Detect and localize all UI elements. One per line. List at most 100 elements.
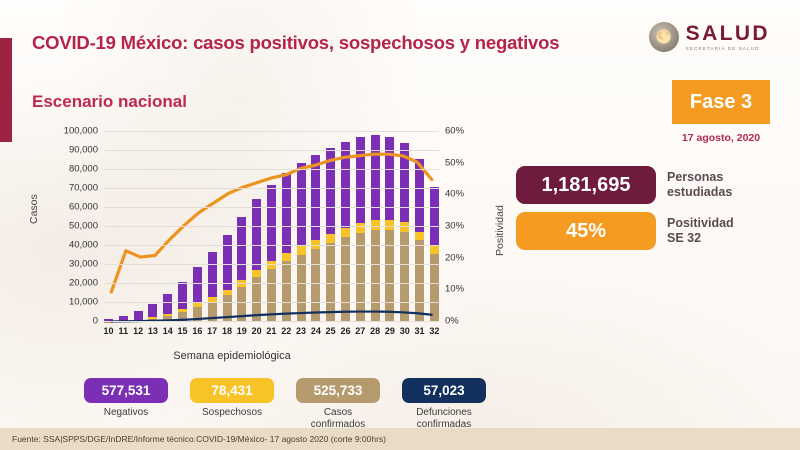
bar-segment: [429, 246, 439, 254]
stat-caption: Personas estudiadas: [667, 170, 733, 199]
bar-segment: [326, 243, 336, 322]
page-subtitle: Escenario nacional: [32, 92, 187, 111]
bar-segment: [296, 163, 306, 246]
bar-segment: [370, 220, 380, 230]
bar-segment: [341, 237, 350, 322]
bar-column[interactable]: 26: [340, 132, 351, 336]
source-text: Fuente: SSA|SPPS/DGE/InDRE/Informe técni…: [12, 434, 387, 444]
bar-segment: [400, 222, 410, 232]
legend-value: 525,733: [296, 378, 380, 403]
gridline: 40,000: [69, 240, 439, 251]
bar-segment: [415, 240, 425, 322]
gridline: 20,000: [69, 278, 439, 289]
bar-segment: [370, 134, 380, 221]
bar-column[interactable]: 18: [222, 132, 232, 336]
stat-row-personas-estudiadas: 1,181,695 Personas estudiadas: [516, 166, 732, 204]
x-axis-tick: 23: [296, 326, 307, 336]
y2-axis-tick: 10%: [445, 283, 465, 295]
bar-segment: [400, 231, 410, 322]
bar-segment: [222, 295, 232, 322]
bar-segment: [266, 268, 276, 322]
report-date: 17 agosto, 2020: [681, 132, 761, 144]
phase-label: Fase 3: [689, 90, 753, 113]
gridline: 60,000: [69, 202, 439, 213]
x-axis-tick: 13: [147, 326, 158, 336]
bar-segment: [104, 319, 113, 322]
chart-legend: 577,531 Negativos 78,431 Sospechosos 525,733…: [84, 378, 486, 430]
bar-segment: [266, 184, 276, 261]
chart-container: Casos Positividad Semana epidemiológica …: [22, 126, 506, 373]
bar-segment: [192, 307, 202, 322]
bar-column[interactable]: 31: [415, 132, 425, 336]
y2-tick-row: 50%: [104, 157, 464, 168]
bar-segment: [178, 281, 188, 310]
bar-segment: [311, 248, 321, 322]
y2-axis-tick: 20%: [445, 252, 465, 264]
bar-column[interactable]: 29: [385, 132, 395, 336]
legend-caption: Defunciones confirmadas: [416, 407, 472, 430]
y-axis-tick: 60,000: [68, 201, 98, 213]
gridline: 0: [93, 316, 439, 327]
bar-segment: [163, 315, 173, 322]
x-axis-tick: 28: [370, 326, 381, 336]
gridline: 50,000: [69, 221, 439, 232]
bar-segment: [178, 312, 188, 322]
bar-column[interactable]: 32: [429, 132, 439, 336]
bar-column[interactable]: 22: [281, 132, 291, 336]
y2-axis-tick: 50%: [445, 157, 465, 169]
bar-column[interactable]: 24: [311, 132, 321, 336]
x-axis-tick: 18: [221, 326, 233, 336]
bar-column[interactable]: 16: [192, 132, 202, 336]
bar-column[interactable]: 30: [400, 132, 410, 336]
eagle-seal-icon: 🌕: [648, 22, 679, 52]
line-overlay: [104, 132, 439, 322]
bar-column[interactable]: 15: [178, 132, 188, 336]
bar-column[interactable]: 14: [163, 132, 173, 336]
y-axis-tick: 90,000: [68, 144, 98, 156]
bar-segment: [207, 302, 217, 322]
bar-segment: [192, 267, 202, 304]
bar-segment: [237, 286, 247, 322]
bar-segment: [385, 229, 395, 322]
bar-segment: [341, 227, 350, 238]
x-axis-tick: 21: [266, 326, 277, 336]
bar-segment: [207, 252, 217, 298]
bar-segment: [281, 172, 291, 253]
bar-column[interactable]: 28: [370, 132, 380, 336]
y2-axis-tick: 0%: [445, 315, 459, 327]
bar-segment: [237, 217, 247, 281]
bar-column[interactable]: 20: [252, 132, 262, 336]
bar-segment: [222, 235, 232, 290]
x-axis-label: Semana epidemiológica: [173, 350, 291, 362]
legend-value: 57,023: [402, 378, 486, 403]
phase-badge: Fase 3: [672, 80, 770, 124]
x-axis-tick: 24: [310, 326, 321, 336]
bar-segment: [311, 239, 321, 249]
bar-column[interactable]: 25: [326, 132, 336, 336]
stat-caption: Positividad SE 32: [667, 216, 734, 245]
x-axis-tick: 14: [162, 326, 173, 336]
y-axis-tick: 100,000: [63, 125, 98, 137]
brand-name: SALUD: [685, 21, 770, 45]
bar-segment: [326, 233, 336, 244]
bar-column[interactable]: 23: [296, 132, 306, 336]
x-axis-tick: 32: [429, 326, 440, 336]
bar-segment: [192, 303, 202, 308]
bar-segment: [163, 293, 173, 314]
y-axis-tick: 70,000: [68, 182, 98, 194]
y2-tick-row: 40%: [104, 189, 464, 200]
y2-tick-row: 0%: [104, 316, 459, 327]
x-axis-tick: 27: [355, 326, 366, 336]
bar-segment: [429, 187, 439, 247]
bar-column[interactable]: 27: [355, 132, 365, 336]
bar-column[interactable]: 17: [207, 132, 217, 336]
y2-tick-row: 10%: [104, 284, 464, 295]
plot-area: 10 11 12 13 14 15 16 17 18 19 20 21 22 23 24 25 26 27 28 29…: [64, 126, 464, 337]
bar-segment: [341, 141, 350, 228]
y-axis-label-left: Casos: [28, 194, 40, 224]
bar-segment: [118, 315, 128, 321]
bar-segment: [148, 317, 158, 319]
y2-tick-row: 30%: [104, 221, 464, 232]
bar-segment: [415, 159, 425, 232]
left-accent-bar: [0, 38, 12, 142]
